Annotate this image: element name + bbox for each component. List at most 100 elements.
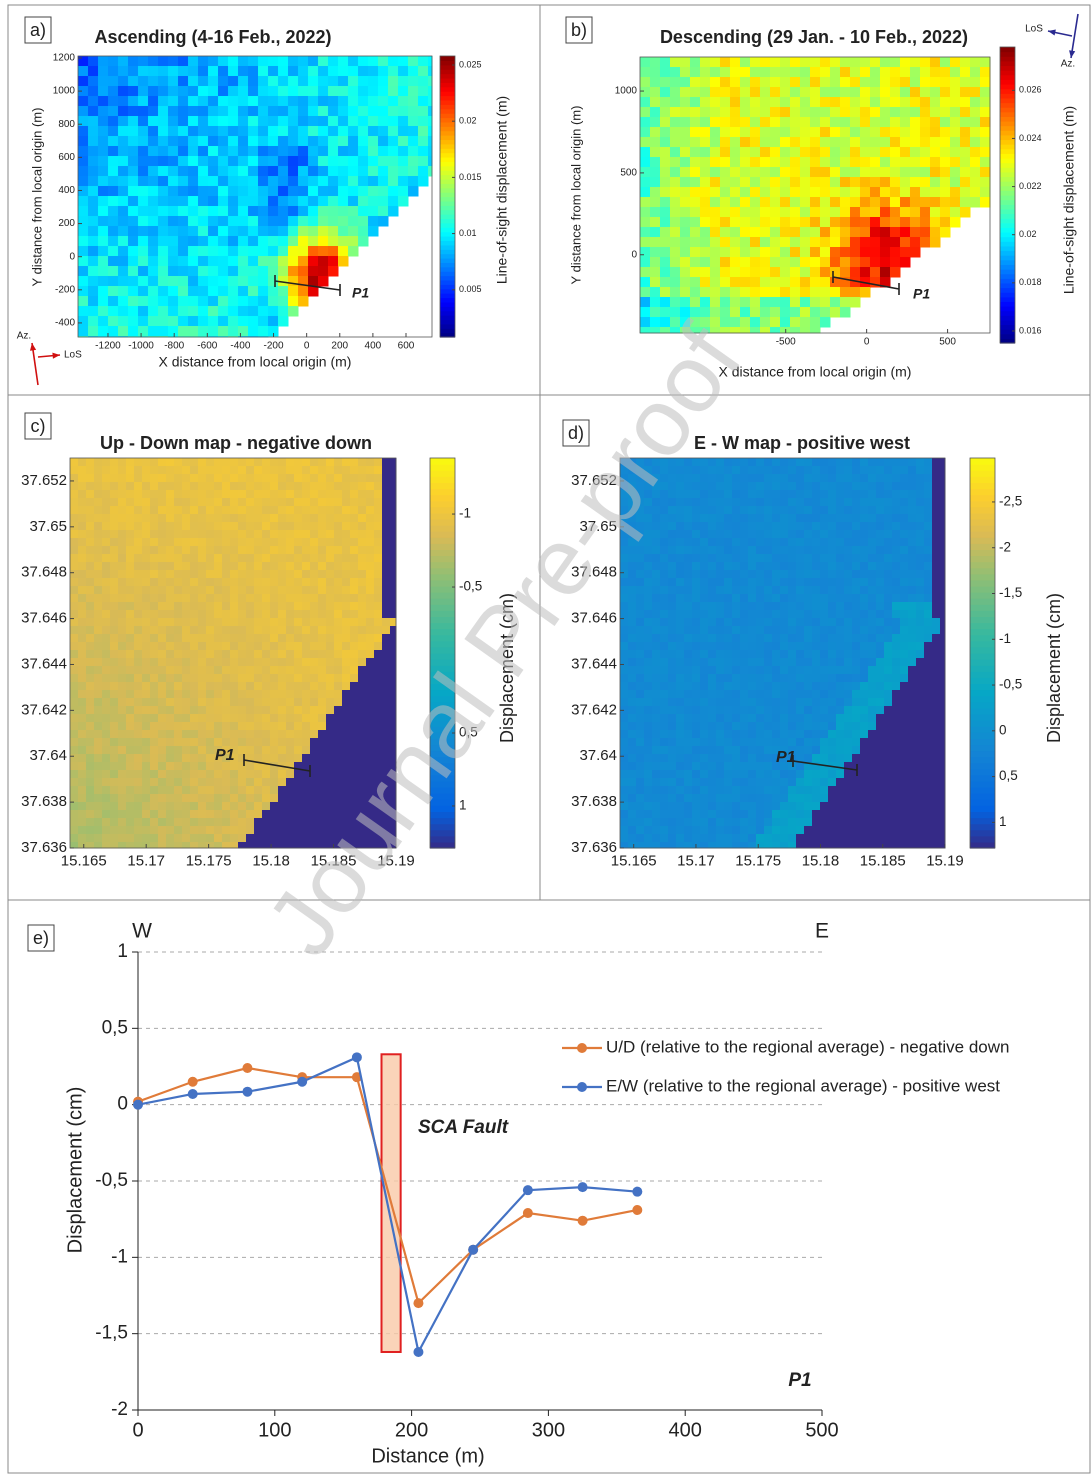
map-cell <box>620 762 629 771</box>
map-cell <box>350 458 359 467</box>
map-cell <box>676 826 685 835</box>
map-cell <box>98 126 109 137</box>
map-cell <box>338 216 349 227</box>
map-cell <box>366 658 375 667</box>
map-cell <box>700 490 709 499</box>
map-cell <box>636 690 645 699</box>
map-cell <box>98 316 109 327</box>
map-cell <box>740 770 749 779</box>
map-cell <box>88 236 99 247</box>
map-cell <box>88 176 99 187</box>
map-cell <box>190 634 199 643</box>
map-cell <box>334 690 343 699</box>
map-cell <box>302 706 311 715</box>
map-cell <box>278 96 289 107</box>
map-cell <box>102 810 111 819</box>
map-cell <box>724 746 733 755</box>
map-cell <box>298 66 309 77</box>
map-cell <box>756 594 765 603</box>
map-cell <box>158 236 169 247</box>
map-cell <box>218 326 229 337</box>
map-cell <box>278 256 289 267</box>
map-cell <box>710 307 721 318</box>
map-cell <box>126 706 135 715</box>
map-cell <box>182 770 191 779</box>
map-cell <box>214 530 223 539</box>
map-cell <box>760 187 771 198</box>
colorbar-step <box>430 519 455 526</box>
colorbar-step <box>1000 283 1015 288</box>
map-cell <box>800 157 811 168</box>
map-cell <box>166 786 175 795</box>
map-cell <box>98 146 109 157</box>
map-cell <box>318 762 327 771</box>
map-cell <box>408 146 419 157</box>
map-cell <box>294 594 303 603</box>
map-cell <box>206 666 215 675</box>
map-cell <box>644 674 653 683</box>
map-cell <box>374 554 383 563</box>
map-cell <box>830 157 841 168</box>
map-cell <box>238 266 249 277</box>
map-cell <box>298 166 309 177</box>
map-cell <box>70 570 79 579</box>
map-cell <box>348 146 359 157</box>
map-cell <box>830 167 841 178</box>
map-cell <box>358 176 369 187</box>
map-cell <box>270 546 279 555</box>
map-cell <box>78 538 87 547</box>
map-cell <box>166 642 175 651</box>
map-cell <box>740 522 749 531</box>
map-cell <box>288 276 299 287</box>
map-cell <box>970 117 981 128</box>
map-cell <box>390 506 397 515</box>
map-cell <box>166 562 175 571</box>
map-cell <box>716 610 725 619</box>
map-cell <box>732 754 741 763</box>
map-cell <box>700 634 709 643</box>
map-cell <box>668 666 677 675</box>
map-cell <box>350 586 359 595</box>
map-cell <box>684 794 693 803</box>
colorbar-step <box>440 113 455 118</box>
map-cell <box>358 146 369 157</box>
map-cell <box>166 610 175 619</box>
map-cell <box>178 286 189 297</box>
map-cell <box>668 802 677 811</box>
map-cell <box>228 76 239 87</box>
map-cell <box>158 86 169 97</box>
map-cell <box>254 642 263 651</box>
map-cell <box>218 196 229 207</box>
map-cell <box>86 714 95 723</box>
map-cell <box>188 196 199 207</box>
map-cell <box>710 207 721 218</box>
map-cell <box>940 207 951 218</box>
map-cell <box>644 754 653 763</box>
map-cell <box>70 554 79 563</box>
map-cell <box>294 618 303 627</box>
map-cell <box>308 186 319 197</box>
map-cell <box>286 738 295 747</box>
map-cell <box>724 522 733 531</box>
map-cell <box>198 256 209 267</box>
map-cell <box>374 706 383 715</box>
map-cell <box>94 602 103 611</box>
map-cell <box>142 474 151 483</box>
map-cell <box>800 247 811 258</box>
map-cell <box>740 237 751 248</box>
map-cell <box>310 474 319 483</box>
map-cell <box>262 706 271 715</box>
map-cell <box>750 267 761 278</box>
map-cell <box>880 127 891 138</box>
map-cell <box>398 56 409 67</box>
y-tick-label: 37.646 <box>21 610 67 627</box>
map-cell <box>716 730 725 739</box>
map-cell <box>294 754 303 763</box>
map-cell <box>700 458 709 467</box>
map-cell <box>86 570 95 579</box>
map-cell <box>650 247 661 258</box>
map-cell <box>262 754 271 763</box>
colorbar-step <box>1000 209 1015 214</box>
map-cell <box>374 474 383 483</box>
map-cell <box>700 818 709 827</box>
